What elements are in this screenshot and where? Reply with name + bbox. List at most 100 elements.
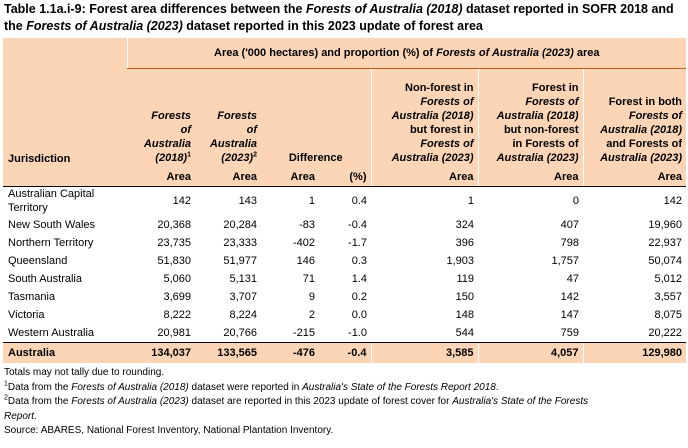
cell-diff: 146 [296, 255, 315, 267]
cell-pct: 0.2 [351, 291, 367, 303]
cell-both: 50,074 [648, 255, 683, 267]
cell-both: 3,557 [654, 291, 683, 303]
cell-area-2023: 8,224 [229, 309, 257, 321]
unit-area-both: Area [582, 169, 687, 187]
cell-area-2018: 142 [172, 195, 191, 208]
total-area-2023: 133,565 [195, 341, 261, 363]
cell-pct: -0.4 [348, 219, 367, 231]
cell-both: 19,960 [648, 219, 683, 231]
cell-pct: 0.4 [351, 195, 367, 208]
cell-area-2023: 143 [238, 195, 257, 208]
cell-pct: -1.7 [348, 237, 367, 249]
cell-both: 142 [663, 195, 683, 208]
cell-diff: -215 [292, 326, 315, 339]
cell-forest-non: 759 [560, 326, 579, 339]
table-row: New South Wales 20,368 20,284 -83 -0.4 3… [3, 216, 686, 234]
cell-forest-non: 147 [560, 309, 579, 321]
unit-area-2018: Area [127, 169, 195, 187]
unit-area-nonforest: Area [370, 169, 478, 187]
cell-diff: -83 [299, 219, 315, 231]
table-row: Queensland 51,830 51,977 146 0.3 1,903 1… [3, 252, 686, 270]
table-row: Western Australia 20,981 20,766 -215 -1.… [3, 324, 686, 342]
cell-forest-non: 407 [560, 219, 579, 231]
row-name: Queensland [8, 255, 68, 267]
cell-nonforest: 148 [455, 309, 474, 321]
cell-forest-non: 0 [572, 195, 579, 208]
cell-both: 22,937 [648, 237, 683, 249]
total-both: 129,980 [582, 341, 687, 363]
span-header: Area ('000 hectares) and proportion (%) … [126, 38, 687, 69]
table-row: Northern Territory 23,735 23,333 -402 -1… [3, 234, 686, 252]
table-row: South Australia 5,060 5,131 71 1.4 119 4… [3, 270, 686, 288]
header-forests-2023: Forests of Australia (2023)2 [209, 110, 257, 164]
cell-area-2023: 20,766 [223, 326, 257, 339]
unit-blank [3, 169, 127, 187]
cell-nonforest: 1 [467, 195, 474, 208]
cell-pct: 0.0 [351, 309, 367, 321]
cell-diff: 2 [308, 309, 315, 321]
cell-area-2023: 51,977 [223, 255, 257, 267]
header-forest-in-both: Forest in both Forests of Australia (2018)… [582, 68, 687, 169]
header-nonforest-to-forest: Non-forest in Forests of Australia (2018) b… [370, 68, 478, 169]
row-name: Western Australia [8, 326, 95, 339]
cell-area-2018: 51,830 [157, 255, 191, 267]
header-forest-to-nonforest: Forest in Forests of Australia (2018) but n… [477, 68, 583, 169]
table-row: Tasmania 3,699 3,707 9 0.2 150 142 3,557 [3, 288, 686, 306]
cell-area-2018: 5,060 [163, 273, 191, 285]
cell-pct: -1.0 [348, 326, 367, 339]
total-nonforest: 3,585 [370, 341, 478, 363]
forest-area-table: Jurisdiction Area ('000 hectares) and pr… [3, 38, 687, 363]
cell-forest-non: 798 [560, 237, 579, 249]
note-source: Source: ABARES, National Forest Inventor… [4, 425, 334, 436]
cell-area-2023: 23,333 [223, 237, 257, 249]
cell-area-2018: 3,699 [163, 291, 191, 303]
cell-both: 20,222 [648, 326, 683, 339]
cell-pct: 0.3 [351, 255, 367, 267]
header-forests-2018: Forests of Australia (2018)1 [143, 110, 191, 164]
row-name: Tasmania [8, 291, 56, 303]
cell-nonforest: 119 [456, 273, 474, 285]
note-2: 2Data from the Forests of Australia (202… [4, 394, 589, 422]
row-name: Australian Capital Territory [8, 188, 95, 215]
cell-forest-non: 47 [566, 273, 579, 285]
table-title: Table 1.1a.i-9: Forest area differences … [4, 2, 674, 33]
cell-nonforest: 1,903 [446, 255, 474, 267]
cell-area-2023: 5,131 [229, 273, 257, 285]
table-notes: Totals may not tally due to rounding. 1D… [3, 366, 686, 439]
unit-area-diff: Area [261, 169, 319, 187]
row-name: New South Wales [8, 219, 96, 231]
cell-forest-non: 1,757 [551, 255, 579, 267]
table-row: Victoria 8,222 8,224 2 0.0 148 147 8,075 [3, 306, 686, 324]
cell-nonforest: 324 [455, 219, 474, 231]
row-name: Northern Territory [8, 237, 94, 249]
cell-pct: 1.4 [351, 273, 367, 285]
total-pct: -0.4 [319, 341, 371, 363]
unit-area-forest-non: Area [477, 169, 583, 187]
cell-nonforest: 544 [455, 326, 474, 339]
cell-diff: 1 [308, 195, 315, 208]
unit-area-2023: Area [195, 169, 261, 187]
cell-diff: 71 [302, 273, 315, 285]
cell-area-2023: 20,284 [223, 219, 257, 231]
total-area-2018: 134,037 [127, 341, 195, 363]
header-difference: Difference [288, 152, 343, 164]
cell-both: 5,012 [654, 273, 683, 285]
cell-area-2018: 8,222 [163, 309, 191, 321]
cell-area-2018: 20,981 [157, 326, 191, 339]
cell-forest-non: 142 [560, 291, 579, 303]
cell-area-2018: 23,735 [157, 237, 191, 249]
total-row: Australia 134,037 133,565 -476 -0.4 3,58… [3, 341, 687, 363]
unit-pct-diff: (%) [319, 169, 371, 187]
note-rounding: Totals may not tally due to rounding. [4, 367, 165, 378]
cell-area-2023: 3,707 [229, 291, 257, 303]
header-jurisdiction: Jurisdiction [8, 153, 71, 165]
note-1: 1Data from the Forests of Australia (201… [4, 380, 499, 393]
cell-area-2018: 20,368 [157, 219, 191, 231]
cell-diff: 9 [308, 291, 315, 303]
total-name: Australia [3, 341, 127, 363]
table-container: Table 1.1a.i-9: Forest area differences … [3, 1, 687, 439]
total-diff: -476 [261, 341, 319, 363]
row-name: South Australia [8, 273, 82, 285]
cell-both: 8,075 [654, 309, 683, 321]
total-forest-non: 4,057 [477, 341, 583, 363]
